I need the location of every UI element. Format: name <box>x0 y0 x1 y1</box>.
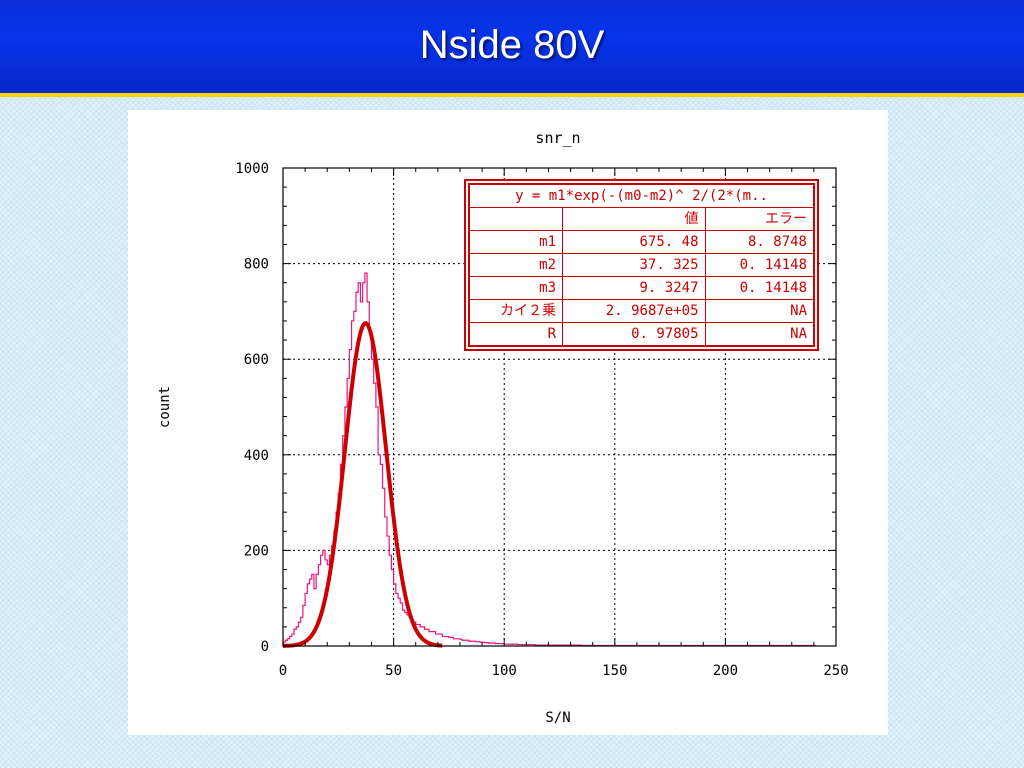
y-tick-label: 1000 <box>235 161 269 177</box>
x-tick-label: 50 <box>385 663 402 679</box>
slide-title-bar: Nside 80V <box>0 0 1024 97</box>
chart-panel: snr_n S/N count 0 50 100 150 200 250 0 200 400 60… <box>128 110 888 735</box>
param-value: 37. 325 <box>562 253 706 277</box>
param-name: m2 <box>469 253 563 277</box>
x-tick-label: 200 <box>713 663 738 679</box>
table-row: m3 9. 3247 0. 14148 <box>469 276 815 300</box>
param-error: 0. 14148 <box>704 276 815 300</box>
table-row: カイ２乗 2. 9687e+05 NA <box>469 299 815 323</box>
param-name: R <box>469 322 563 346</box>
param-error: 8. 8748 <box>704 230 815 254</box>
table-header-value: 値 <box>562 207 706 231</box>
table-row: R 0. 97805 NA <box>469 322 815 346</box>
fit-formula: y = m1*exp(-(m0-m2)^ 2/(2*(m.. <box>469 184 814 208</box>
x-tick-label: 250 <box>823 663 848 679</box>
histogram-line <box>282 272 817 647</box>
chart-svg: snr_n S/N count 0 50 100 150 200 250 0 200 400 60… <box>157 129 849 726</box>
param-error: 0. 14148 <box>704 253 815 277</box>
param-value: 0. 97805 <box>562 322 706 346</box>
fit-results-table: y = m1*exp(-(m0-m2)^ 2/(2*(m.. 値 エラー m1 … <box>464 179 819 351</box>
axes: 0 50 100 150 200 250 0 200 400 600 800 1000 <box>235 161 848 679</box>
y-tick-label: 200 <box>244 543 269 559</box>
param-value: 675. 48 <box>562 230 706 254</box>
y-tick-label: 0 <box>261 639 269 655</box>
fit-series <box>282 321 444 648</box>
param-name: m1 <box>469 230 563 254</box>
table-header-name <box>469 207 563 231</box>
table-row: m1 675. 48 8. 8748 <box>469 230 815 254</box>
y-axis-label: count <box>157 386 173 428</box>
param-value: 2. 9687e+05 <box>562 299 706 323</box>
slide-title: Nside 80V <box>419 23 605 67</box>
param-error: NA <box>704 322 815 346</box>
table-header-error: エラー <box>704 207 815 231</box>
fit-curve <box>282 321 444 648</box>
x-tick-label: 100 <box>492 663 517 679</box>
param-name: m3 <box>469 276 563 300</box>
chart-title: snr_n <box>535 129 580 147</box>
x-tick-label: 0 <box>279 663 287 679</box>
x-tick-label: 150 <box>602 663 627 679</box>
y-tick-label: 400 <box>244 448 269 464</box>
param-value: 9. 3247 <box>562 276 706 300</box>
y-tick-label: 800 <box>244 257 269 273</box>
x-axis-label: S/N <box>545 710 570 726</box>
plot-frame <box>282 167 837 647</box>
param-name: カイ２乗 <box>469 299 563 323</box>
y-tick-label: 600 <box>244 352 269 368</box>
histogram-series <box>282 272 817 647</box>
param-error: NA <box>704 299 815 323</box>
table-row: m2 37. 325 0. 14148 <box>469 253 815 277</box>
